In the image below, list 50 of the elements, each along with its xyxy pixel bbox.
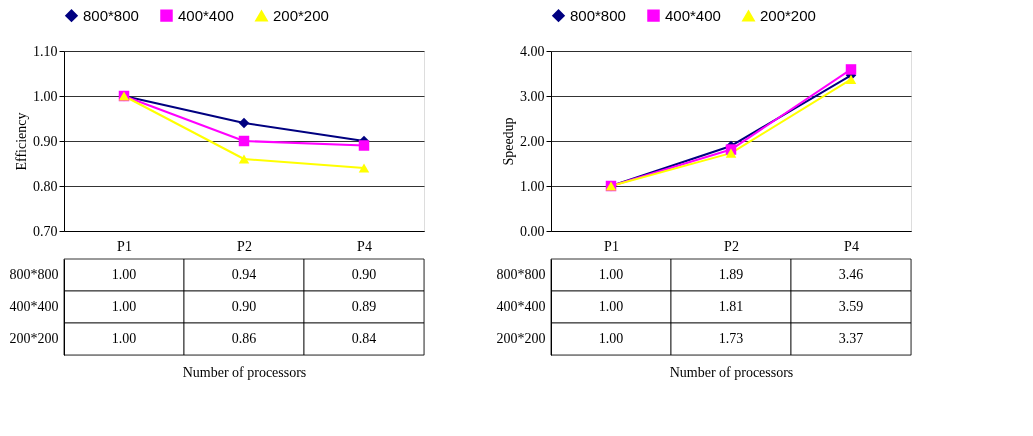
x-axis-title: Number of processors: [669, 364, 794, 380]
y-tick-label: 1.00: [520, 178, 545, 194]
text: 400*400: [9, 299, 59, 314]
y-axis-title: Efficiency: [14, 112, 29, 171]
x-tick-label: P4: [357, 238, 372, 254]
data-label: 1.00: [598, 267, 624, 282]
legend-label: 400*400: [665, 6, 721, 24]
x-tick-label: P2: [724, 238, 739, 254]
x-axis-title: Number of processors: [182, 364, 307, 380]
data-label: 1.00: [598, 299, 624, 314]
text: 200*200: [9, 331, 59, 346]
x-tick-label: P2: [237, 238, 252, 254]
y-tick-label: 2.00: [520, 133, 545, 149]
data-label: 0.90: [231, 299, 257, 314]
x-tick-label: P1: [604, 238, 619, 254]
y-tick-label: 0.80: [33, 178, 58, 194]
data-label: 0.90: [351, 267, 377, 282]
data-label: 0.94: [231, 267, 257, 282]
data-label: 1.00: [111, 267, 137, 282]
data-label: 0.89: [351, 299, 377, 314]
data-label: 1.00: [111, 299, 137, 314]
legend-label: 200*200: [760, 6, 816, 24]
text: 800*800: [9, 267, 59, 282]
y-tick-label: 1.10: [33, 43, 58, 59]
y-tick-label: 0.90: [33, 133, 58, 149]
data-label: 1.81: [718, 299, 744, 314]
y-tick-label: 3.00: [520, 88, 545, 104]
data-label: 1.00: [111, 331, 137, 346]
y-tick-label: 0.00: [520, 223, 545, 239]
data-label: 0.84: [351, 331, 377, 346]
text: 400*400: [496, 299, 546, 314]
data-label: 3.59: [838, 299, 864, 314]
legend-label: 400*400: [178, 6, 234, 24]
y-tick-label: 0.70: [33, 223, 58, 239]
y-tick-label: 1.00: [33, 88, 58, 104]
data-label: 3.37: [838, 331, 864, 346]
data-label: 1.73: [718, 331, 744, 346]
legend-label: 200*200: [273, 6, 329, 24]
data-label: 1.00: [598, 331, 624, 346]
text: 200*200: [496, 331, 546, 346]
data-label: 3.46: [838, 267, 864, 282]
x-tick-label: P4: [844, 238, 859, 254]
text: 800*800: [496, 267, 546, 282]
data-label: 1.89: [718, 267, 744, 282]
data-label: 0.86: [231, 331, 257, 346]
legend-label: 800*800: [570, 6, 626, 24]
legend-label: 800*800: [83, 6, 139, 24]
y-tick-label: 4.00: [520, 43, 545, 59]
y-axis-title: Speedup: [501, 117, 516, 166]
x-tick-label: P1: [117, 238, 132, 254]
